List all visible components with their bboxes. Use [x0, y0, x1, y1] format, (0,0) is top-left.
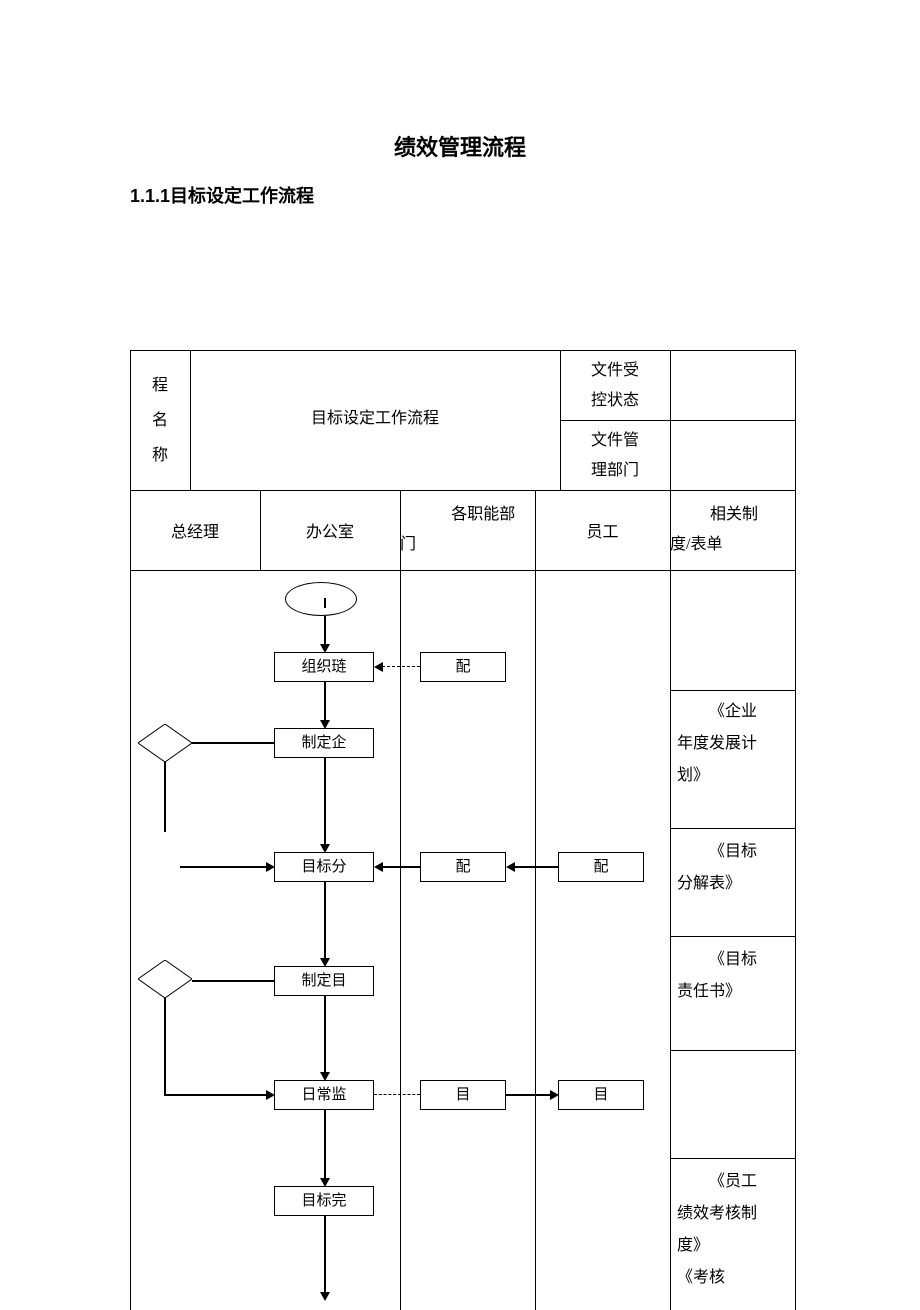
section-title: 1.1.1目标设定工作流程 — [130, 182, 920, 208]
doc-r2: 《企业 年度发展计 划》 — [677, 696, 795, 792]
start-node — [285, 582, 357, 616]
col-office: 办公室 — [260, 518, 400, 548]
node-make-plan: 制定企 — [274, 728, 374, 758]
node-dept-target: 目 — [420, 1080, 506, 1110]
node-staff-assign: 配 — [558, 852, 644, 882]
doc-r6: 《员工 绩效考核制 度》 《考核 — [677, 1166, 795, 1294]
doc-r3: 《目标 分解表》 — [677, 836, 795, 900]
node-daily-monitor: 日常监 — [274, 1080, 374, 1110]
doc-r4: 《目标 责任书》 — [677, 944, 795, 1008]
node-make-target: 制定目 — [274, 966, 374, 996]
decision-1 — [138, 724, 192, 762]
node-target-split: 目标分 — [274, 852, 374, 882]
program-name-label: 程 名 称 — [130, 368, 190, 474]
node-staff-target: 目 — [558, 1080, 644, 1110]
decision-2 — [138, 960, 192, 998]
node-dept-assign2: 配 — [420, 852, 506, 882]
page-title: 绩效管理流程 — [0, 130, 920, 162]
process-title: 目标设定工作流程 — [190, 404, 560, 434]
file-dept-label: 文件管 理部门 — [560, 426, 670, 487]
node-dept-assign1: 配 — [420, 652, 506, 682]
node-organize: 组织琏 — [274, 652, 374, 682]
col-dept: 各职能部 门 — [400, 500, 535, 561]
node-target-done: 目标完 — [274, 1186, 374, 1216]
col-staff: 员工 — [535, 518, 670, 548]
col-gm: 总经理 — [130, 518, 260, 548]
col-docs: 相关制 度/表单 — [670, 500, 795, 561]
file-status-label: 文件受 控状态 — [560, 356, 670, 417]
flowchart-diagram: 程 名 称 目标设定工作流程 文件受 控状态 文件管 理部门 总经理 办公室 各… — [130, 350, 795, 1310]
